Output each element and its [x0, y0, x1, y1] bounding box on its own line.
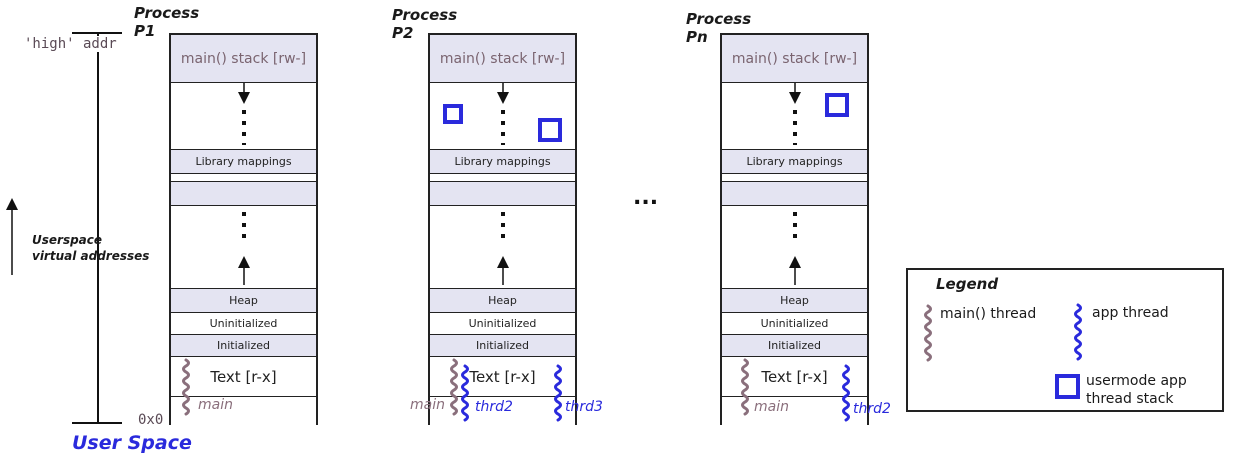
- thread-stack-box: [825, 93, 849, 117]
- more-processes-ellipsis: ...: [633, 185, 659, 210]
- thread-label-thrd2-pn: thrd2: [853, 401, 891, 417]
- mapping-gap: [722, 173, 867, 181]
- initialized-segment: Initialized: [722, 334, 867, 356]
- library-mappings-extra: [171, 181, 316, 205]
- stack-growth-area: [171, 82, 316, 149]
- legend-app-thread-label: app thread: [1092, 305, 1169, 321]
- thread-label-thrd2-p2: thrd2: [475, 399, 513, 415]
- mapping-gap: [430, 173, 575, 181]
- text-segment: Text [r-x]: [171, 356, 316, 396]
- text-segment: Text [r-x]: [722, 356, 867, 396]
- heap-segment: Heap: [722, 288, 867, 312]
- axis-bottom-tick: [72, 422, 122, 424]
- heap-segment: Heap: [430, 288, 575, 312]
- heap-growth-area: [722, 205, 867, 288]
- library-mappings-extra: [722, 181, 867, 205]
- library-mappings-extra: [430, 181, 575, 205]
- uninitialized-segment: Uninitialized: [722, 312, 867, 334]
- legend-title: Legend: [936, 275, 999, 293]
- library-mappings-segment: Library mappings: [171, 149, 316, 173]
- low-addr-label: 0x0: [138, 412, 164, 428]
- process-p2: main() stack [rw-] Library mappings Heap…: [428, 33, 577, 425]
- userspace-arrow-label: Userspace virtual addresses: [32, 233, 150, 263]
- main-stack-segment: main() stack [rw-]: [171, 35, 316, 82]
- process-title-pn: Process Pn: [686, 10, 752, 46]
- thread-label-main-p1: main: [198, 397, 233, 413]
- legend-thread-stack-label: usermode app thread stack: [1086, 373, 1187, 407]
- legend-main-thread-label: main() thread: [940, 306, 1037, 322]
- legend-thread-stack-box: [1055, 374, 1080, 399]
- process-pn: main() stack [rw-] Library mappings Heap…: [720, 33, 869, 425]
- thread-label-main-pn: main: [754, 399, 789, 415]
- uninitialized-segment: Uninitialized: [430, 312, 575, 334]
- thread-stack-box: [443, 104, 463, 124]
- initialized-segment: Initialized: [171, 334, 316, 356]
- thread-label-thrd3-p2: thrd3: [565, 399, 603, 415]
- address-axis-line: [97, 33, 99, 423]
- text-bottom-segment: [722, 396, 867, 425]
- uninitialized-segment: Uninitialized: [171, 312, 316, 334]
- user-space-title: User Space: [72, 432, 192, 454]
- initialized-segment: Initialized: [430, 334, 575, 356]
- text-segment: Text [r-x]: [430, 356, 575, 396]
- heap-growth-area: [430, 205, 575, 288]
- process-title-p2: Process P2: [392, 6, 458, 42]
- main-stack-segment: main() stack [rw-]: [722, 35, 867, 82]
- mapping-gap: [171, 173, 316, 181]
- library-mappings-segment: Library mappings: [722, 149, 867, 173]
- axis-top-tick: [72, 32, 122, 34]
- heap-segment: Heap: [171, 288, 316, 312]
- process-p1: main() stack [rw-] Library mappings Heap…: [169, 33, 318, 425]
- library-mappings-segment: Library mappings: [430, 149, 575, 173]
- high-addr-label: 'high' addr: [24, 36, 119, 52]
- text-bottom-segment: [171, 396, 316, 425]
- main-stack-segment: main() stack [rw-]: [430, 35, 575, 82]
- thread-label-main-p2: main: [410, 397, 445, 413]
- thread-stack-box: [538, 118, 562, 142]
- process-title-p1: Process P1: [134, 4, 200, 40]
- heap-growth-area: [171, 205, 316, 288]
